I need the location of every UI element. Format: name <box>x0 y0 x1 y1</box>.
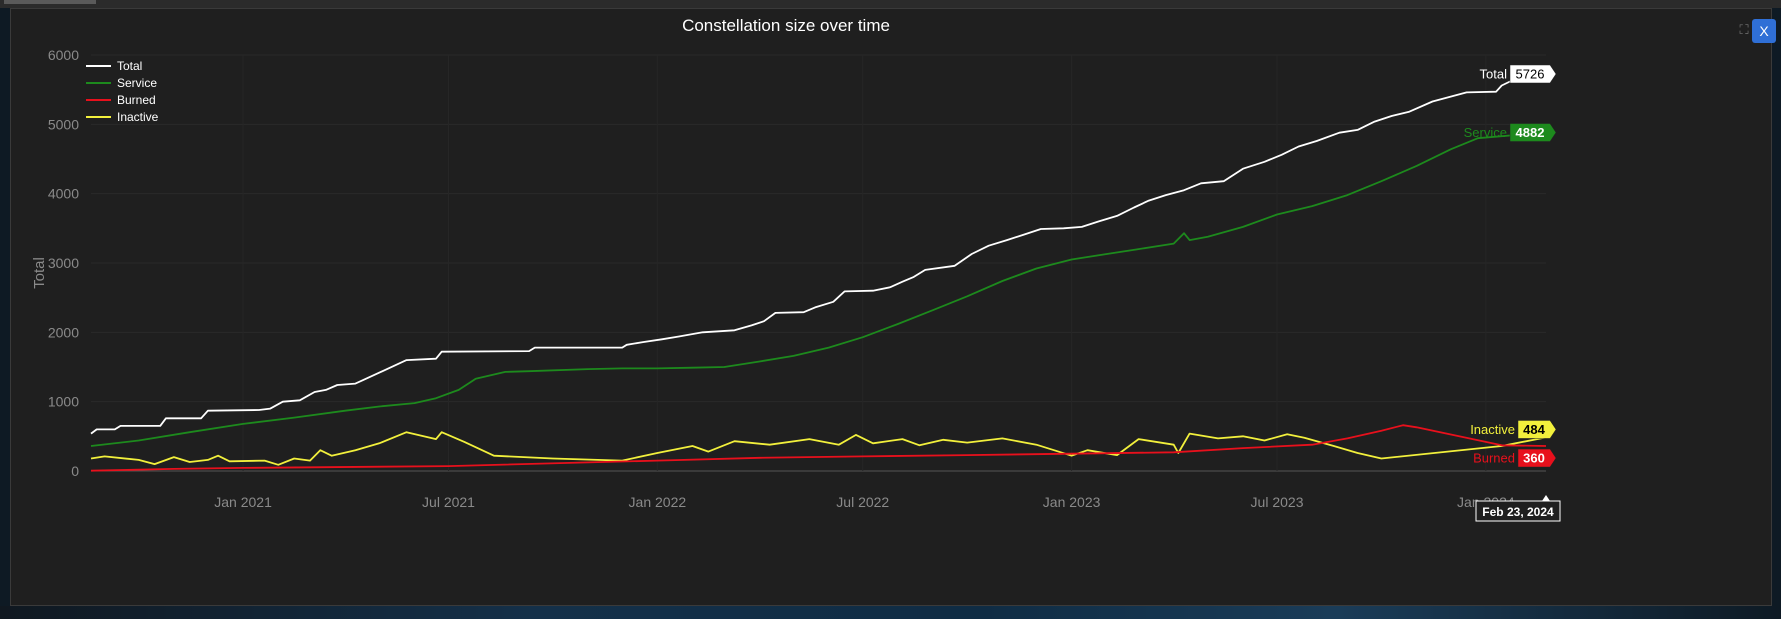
end-tag-box <box>1517 448 1557 468</box>
series-line-inactive <box>90 431 1547 466</box>
legend-label: Burned <box>117 93 156 107</box>
end-tag-value: 5726 <box>1516 66 1545 81</box>
hover-date-box <box>1475 500 1561 522</box>
x-tick-label: Jul 2022 <box>836 494 889 510</box>
x-tick-label: Jan 2021 <box>214 494 272 510</box>
end-tag-name: Burned <box>1473 451 1515 466</box>
legend-label: Inactive <box>117 110 159 124</box>
x-tick-label: Jan 2023 <box>1043 494 1101 510</box>
end-tag-value: 484 <box>1523 422 1545 437</box>
y-tick-label: 6000 <box>48 47 79 63</box>
end-tag-inactive: 484 Inactive <box>1470 420 1557 439</box>
y-tick-label: 1000 <box>48 394 79 410</box>
hover-date-pointer <box>1542 495 1550 501</box>
chart-canvas: Constellation size over time 0 1000 2000 300… <box>31 16 1561 522</box>
x-tick-label: Jan 2022 <box>629 494 687 510</box>
y-tick-label: 5000 <box>48 116 79 132</box>
expand-icon[interactable]: ⛶ <box>1739 22 1749 37</box>
end-tag-name: Service <box>1464 125 1507 140</box>
end-tag-service: 4882 Service <box>1464 123 1557 142</box>
legend-label: Total <box>117 59 142 73</box>
y-tick-label: 2000 <box>48 324 79 340</box>
end-tag-burned: 360 Burned <box>1473 448 1557 468</box>
end-tag-value: 4882 <box>1516 125 1545 140</box>
series-line-service <box>90 131 1547 447</box>
series-line-burned <box>90 424 1547 472</box>
x-tick-label: Jul 2021 <box>422 494 475 510</box>
close-button[interactable]: X <box>1752 19 1776 43</box>
end-tag-value: 360 <box>1523 451 1545 466</box>
end-tag-box <box>1509 123 1557 142</box>
x-tick-label: Jul 2023 <box>1251 494 1304 510</box>
end-tag-name: Total <box>1480 66 1508 81</box>
chart-modal: Constellation size over time 0 1000 2000 300… <box>10 8 1776 606</box>
legend: Total Service Burned Inactive <box>86 59 159 124</box>
hover-date-label: Feb 23, 2024 <box>1482 505 1554 519</box>
chart-title: Constellation size over time <box>682 16 890 35</box>
y-axis-title: Total <box>31 257 48 289</box>
background-strip <box>0 606 1781 619</box>
y-tick-label: 0 <box>71 463 79 479</box>
series-line-total <box>90 73 1547 435</box>
browser-top-bar <box>0 0 1781 8</box>
browser-tab-stub[interactable] <box>4 0 96 4</box>
y-tick-label: 3000 <box>48 255 79 271</box>
end-tag-total: 5726 Total <box>1480 64 1557 84</box>
end-tag-box <box>1517 420 1557 439</box>
y-tick-label: 4000 <box>48 186 79 202</box>
end-tag-box <box>1509 64 1557 84</box>
legend-label: Service <box>117 76 157 90</box>
end-tag-name: Inactive <box>1470 422 1515 437</box>
